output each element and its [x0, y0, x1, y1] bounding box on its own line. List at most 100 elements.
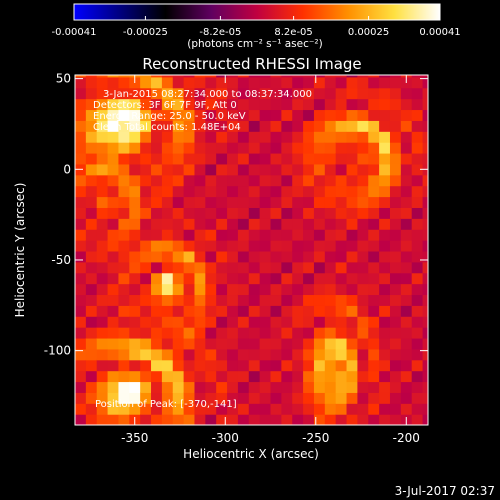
- heatmap-cell: [85, 337, 98, 350]
- heatmap-cell: [400, 207, 413, 219]
- heatmap-cell: [270, 250, 282, 263]
- heatmap-cell: [205, 294, 217, 306]
- heatmap-cell: [313, 163, 326, 176]
- x-tick-label: -350: [121, 431, 148, 445]
- heatmap-cell: [400, 131, 413, 143]
- heatmap-cell: [389, 152, 402, 165]
- heatmap-cell: [140, 87, 152, 100]
- heatmap-cell: [303, 240, 315, 252]
- heatmap-cell: [227, 142, 239, 154]
- heatmap-cell: [85, 196, 98, 208]
- y-tick-label: 50: [56, 72, 71, 86]
- heatmap-cell: [292, 359, 304, 372]
- heatmap-cell: [303, 283, 315, 296]
- heatmap-cell: [357, 196, 369, 208]
- heatmap-cell: [335, 174, 348, 187]
- heatmap-cell: [129, 120, 141, 132]
- heatmap-cell: [216, 381, 228, 393]
- heatmap-cell: [335, 98, 348, 111]
- heatmap-cell: [194, 283, 206, 296]
- heatmap-cell: [335, 185, 348, 198]
- heatmap-cell: [96, 152, 109, 165]
- heatmap-cell: [313, 316, 326, 328]
- heatmap-cell: [346, 207, 358, 219]
- heatmap-cell: [85, 381, 98, 393]
- heatmap-cell: [75, 185, 87, 198]
- heatmap-cell: [324, 142, 337, 154]
- heatmap-cell: [270, 381, 282, 393]
- heatmap-cell: [75, 87, 87, 100]
- heatmap-cell: [346, 142, 358, 154]
- heatmap-cell: [140, 250, 152, 263]
- heatmap-cell: [194, 305, 206, 317]
- heatmap-cell: [422, 152, 428, 165]
- heatmap-cell: [140, 370, 152, 383]
- heatmap-cell: [216, 218, 228, 230]
- heatmap-cell: [227, 163, 239, 176]
- heatmap-cell: [237, 370, 250, 383]
- heatmap-cell: [313, 120, 326, 132]
- heatmap-cell: [227, 98, 239, 111]
- heatmap-cell: [227, 131, 239, 143]
- heatmap-cell: [129, 272, 141, 285]
- heatmap-cell: [140, 109, 152, 121]
- heatmap-cell: [237, 348, 250, 361]
- heatmap-cell: [411, 229, 424, 241]
- heatmap-cell: [129, 185, 141, 198]
- heatmap-cell: [303, 327, 315, 339]
- heatmap-cell: [379, 283, 391, 296]
- heatmap-cell: [129, 261, 141, 274]
- heatmap-cell: [324, 75, 337, 78]
- heatmap-cell: [107, 359, 120, 372]
- heatmap-cell: [129, 240, 141, 252]
- heatmap-cell: [118, 131, 130, 143]
- heatmap-cell: [172, 305, 185, 317]
- heatmap-cell: [270, 261, 282, 274]
- heatmap-cell: [216, 75, 228, 78]
- heatmap-cell: [194, 316, 206, 328]
- heatmap-cell: [357, 305, 369, 317]
- heatmap-cell: [194, 294, 206, 306]
- heatmap-cell: [96, 109, 109, 121]
- heatmap-cell: [96, 163, 109, 176]
- heatmap-cell: [96, 250, 109, 263]
- heatmap-cell: [248, 196, 261, 208]
- heatmap-cell: [313, 370, 326, 383]
- heatmap-cell: [85, 98, 98, 111]
- heatmap-cell: [368, 163, 380, 176]
- heatmap-cell: [183, 229, 196, 241]
- heatmap-cell: [335, 163, 348, 176]
- heatmap-cell: [205, 348, 217, 361]
- heatmap-cell: [140, 348, 152, 361]
- heatmap-cell: [216, 370, 228, 383]
- heatmap-cell: [161, 403, 174, 415]
- heatmap-cell: [172, 196, 185, 208]
- heatmap-cell: [303, 131, 315, 143]
- heatmap-cell: [75, 207, 87, 219]
- heatmap-cell: [313, 272, 326, 285]
- heatmap-cell: [379, 152, 391, 165]
- heatmap-cell: [118, 218, 130, 230]
- heatmap-cell: [292, 120, 304, 132]
- heatmap-cell: [292, 305, 304, 317]
- heatmap-cell: [389, 327, 402, 339]
- heatmap-cell: [379, 294, 391, 306]
- heatmap-cell: [379, 414, 391, 425]
- heatmap-cell: [216, 414, 228, 425]
- heatmap-cell: [85, 403, 98, 415]
- heatmap-cell: [281, 370, 293, 383]
- heatmap-cell: [140, 196, 152, 208]
- heatmap-cell: [129, 109, 141, 121]
- heatmap-cell: [75, 240, 87, 252]
- heatmap-cell: [422, 359, 428, 372]
- heatmap-cell: [324, 381, 337, 393]
- heatmap-cell: [129, 152, 141, 165]
- y-axis-label: Heliocentric Y (arcsec): [13, 183, 27, 318]
- heatmap-cell: [118, 98, 130, 111]
- heatmap-cell: [368, 87, 380, 100]
- heatmap-cell: [368, 185, 380, 198]
- heatmap-cell: [281, 403, 293, 415]
- heatmap-cell: [129, 207, 141, 219]
- heatmap-cell: [281, 152, 293, 165]
- heatmap-cell: [422, 250, 428, 263]
